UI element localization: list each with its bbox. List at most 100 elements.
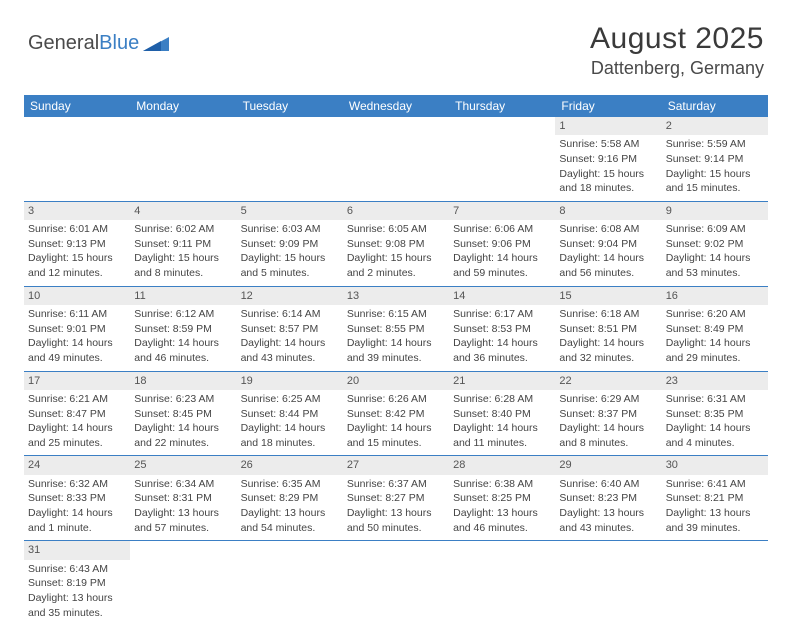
day-line: and 50 minutes.	[347, 522, 445, 536]
day-line: Sunset: 8:42 PM	[347, 408, 445, 422]
day-line: Daylight: 15 hours	[134, 252, 232, 266]
day-line: and 12 minutes.	[28, 267, 126, 281]
day-line: and 25 minutes.	[28, 437, 126, 451]
day-cell: 24Sunrise: 6:32 AMSunset: 8:33 PMDayligh…	[24, 456, 130, 541]
calendar-row: 1Sunrise: 5:58 AMSunset: 9:16 PMDaylight…	[24, 117, 768, 201]
day-body: Sunrise: 6:05 AMSunset: 9:08 PMDaylight:…	[343, 220, 449, 286]
day-body: Sunrise: 6:20 AMSunset: 8:49 PMDaylight:…	[662, 305, 768, 371]
day-line: Sunrise: 6:23 AM	[134, 393, 232, 407]
day-line: Sunset: 8:59 PM	[134, 323, 232, 337]
month-title: August 2025	[590, 22, 764, 56]
day-cell: 9Sunrise: 6:09 AMSunset: 9:02 PMDaylight…	[662, 201, 768, 286]
day-number: 16	[662, 287, 768, 305]
calendar-table: SundayMondayTuesdayWednesdayThursdayFrid…	[24, 95, 768, 625]
day-line: Daylight: 14 hours	[134, 422, 232, 436]
calendar-head: SundayMondayTuesdayWednesdayThursdayFrid…	[24, 95, 768, 117]
day-number: 26	[237, 456, 343, 474]
day-body: Sunrise: 6:02 AMSunset: 9:11 PMDaylight:…	[130, 220, 236, 286]
logo-text-2: Blue	[99, 32, 139, 55]
day-line: Sunrise: 6:20 AM	[666, 308, 764, 322]
day-line: Sunrise: 6:32 AM	[28, 478, 126, 492]
day-line: Sunset: 9:11 PM	[134, 238, 232, 252]
day-body: Sunrise: 6:03 AMSunset: 9:09 PMDaylight:…	[237, 220, 343, 286]
day-line: Sunset: 9:09 PM	[241, 238, 339, 252]
day-line: Sunset: 9:01 PM	[28, 323, 126, 337]
day-cell: 6Sunrise: 6:05 AMSunset: 9:08 PMDaylight…	[343, 201, 449, 286]
day-line: Sunset: 8:40 PM	[453, 408, 551, 422]
day-line: Sunrise: 6:03 AM	[241, 223, 339, 237]
day-line: and 54 minutes.	[241, 522, 339, 536]
day-line: Sunrise: 6:15 AM	[347, 308, 445, 322]
day-cell: 30Sunrise: 6:41 AMSunset: 8:21 PMDayligh…	[662, 456, 768, 541]
day-line: Sunrise: 6:01 AM	[28, 223, 126, 237]
day-line: Daylight: 13 hours	[559, 507, 657, 521]
day-line: Sunset: 9:02 PM	[666, 238, 764, 252]
day-line: and 15 minutes.	[666, 182, 764, 196]
day-line: and 8 minutes.	[559, 437, 657, 451]
day-body: Sunrise: 5:59 AMSunset: 9:14 PMDaylight:…	[662, 135, 768, 201]
day-body: Sunrise: 6:01 AMSunset: 9:13 PMDaylight:…	[24, 220, 130, 286]
day-cell: 15Sunrise: 6:18 AMSunset: 8:51 PMDayligh…	[555, 286, 661, 371]
day-line: and 59 minutes.	[453, 267, 551, 281]
day-line: Sunset: 9:14 PM	[666, 153, 764, 167]
day-body: Sunrise: 6:25 AMSunset: 8:44 PMDaylight:…	[237, 390, 343, 456]
day-line: and 18 minutes.	[241, 437, 339, 451]
day-line: Sunrise: 6:35 AM	[241, 478, 339, 492]
day-line: Sunrise: 6:34 AM	[134, 478, 232, 492]
day-line: Sunrise: 6:05 AM	[347, 223, 445, 237]
day-number: 22	[555, 372, 661, 390]
day-line: Sunset: 8:35 PM	[666, 408, 764, 422]
day-body: Sunrise: 6:15 AMSunset: 8:55 PMDaylight:…	[343, 305, 449, 371]
day-line: and 18 minutes.	[559, 182, 657, 196]
day-line: Sunset: 9:06 PM	[453, 238, 551, 252]
day-line: Daylight: 14 hours	[453, 422, 551, 436]
day-line: Sunrise: 6:21 AM	[28, 393, 126, 407]
day-line: Daylight: 14 hours	[453, 252, 551, 266]
day-body: Sunrise: 6:14 AMSunset: 8:57 PMDaylight:…	[237, 305, 343, 371]
day-number: 23	[662, 372, 768, 390]
title-block: August 2025 Dattenberg, Germany	[590, 22, 764, 79]
day-cell: 19Sunrise: 6:25 AMSunset: 8:44 PMDayligh…	[237, 371, 343, 456]
day-body: Sunrise: 6:28 AMSunset: 8:40 PMDaylight:…	[449, 390, 555, 456]
empty-cell	[24, 117, 130, 201]
weekday-header: Friday	[555, 95, 661, 117]
day-line: Sunset: 8:31 PM	[134, 492, 232, 506]
day-line: Daylight: 13 hours	[453, 507, 551, 521]
day-line: Sunrise: 6:06 AM	[453, 223, 551, 237]
day-body: Sunrise: 6:09 AMSunset: 9:02 PMDaylight:…	[662, 220, 768, 286]
logo: GeneralBlue	[28, 32, 169, 55]
day-cell: 14Sunrise: 6:17 AMSunset: 8:53 PMDayligh…	[449, 286, 555, 371]
weekday-header: Tuesday	[237, 95, 343, 117]
logo-text-1: General	[28, 32, 99, 55]
day-cell: 21Sunrise: 6:28 AMSunset: 8:40 PMDayligh…	[449, 371, 555, 456]
day-line: Sunset: 8:23 PM	[559, 492, 657, 506]
day-line: Sunrise: 6:26 AM	[347, 393, 445, 407]
day-cell: 3Sunrise: 6:01 AMSunset: 9:13 PMDaylight…	[24, 201, 130, 286]
day-line: Sunset: 8:33 PM	[28, 492, 126, 506]
day-line: Daylight: 14 hours	[134, 337, 232, 351]
day-line: and 56 minutes.	[559, 267, 657, 281]
day-cell: 27Sunrise: 6:37 AMSunset: 8:27 PMDayligh…	[343, 456, 449, 541]
day-number: 31	[24, 541, 130, 559]
day-line: Sunrise: 5:59 AM	[666, 138, 764, 152]
day-line: Daylight: 14 hours	[28, 507, 126, 521]
day-line: Daylight: 14 hours	[666, 252, 764, 266]
day-line: and 1 minute.	[28, 522, 126, 536]
day-number: 6	[343, 202, 449, 220]
day-cell: 12Sunrise: 6:14 AMSunset: 8:57 PMDayligh…	[237, 286, 343, 371]
weekday-header: Wednesday	[343, 95, 449, 117]
day-number: 27	[343, 456, 449, 474]
day-line: Sunset: 9:08 PM	[347, 238, 445, 252]
day-line: and 8 minutes.	[134, 267, 232, 281]
day-body: Sunrise: 6:40 AMSunset: 8:23 PMDaylight:…	[555, 475, 661, 541]
day-number: 2	[662, 117, 768, 135]
day-line: Daylight: 15 hours	[347, 252, 445, 266]
day-line: and 4 minutes.	[666, 437, 764, 451]
day-number: 5	[237, 202, 343, 220]
header: GeneralBlue August 2025 Dattenberg, Germ…	[0, 0, 792, 85]
day-line: and 29 minutes.	[666, 352, 764, 366]
day-line: Sunset: 8:19 PM	[28, 577, 126, 591]
day-body: Sunrise: 6:18 AMSunset: 8:51 PMDaylight:…	[555, 305, 661, 371]
day-line: and 22 minutes.	[134, 437, 232, 451]
day-cell: 4Sunrise: 6:02 AMSunset: 9:11 PMDaylight…	[130, 201, 236, 286]
